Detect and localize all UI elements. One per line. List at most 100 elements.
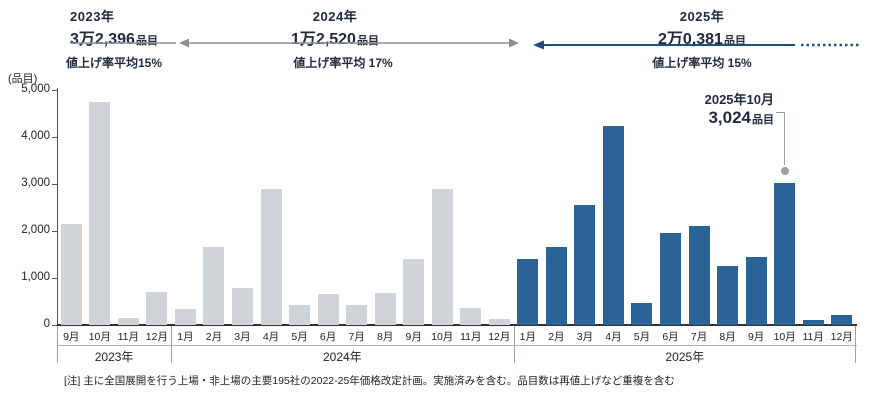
- x-axis-line: [57, 324, 857, 326]
- x-axis-month-label: 6月: [662, 331, 679, 343]
- x-axis-month-label: 9月: [747, 331, 765, 343]
- rate-label-2024: 値上げ率平均 17%: [293, 56, 393, 70]
- callout-count: 3,024品目: [640, 108, 774, 128]
- y-axis-tick-mark: [52, 277, 57, 279]
- x-axis-group-divider: [513, 326, 515, 363]
- x-axis-month-label: 5月: [633, 331, 651, 343]
- x-axis-month-label: 7月: [348, 331, 365, 343]
- x-axis-month-label: 2月: [205, 331, 223, 343]
- x-axis-month-label: 12月: [488, 331, 511, 343]
- bar-2025年-12月: [831, 315, 853, 325]
- period-year-label: 2024年: [312, 9, 358, 24]
- y-axis-tick-mark: [52, 136, 57, 138]
- x-axis-month-label: 3月: [576, 331, 594, 343]
- bar-2023年-9月: [60, 223, 82, 325]
- arrow-2025-left-head: [533, 40, 544, 50]
- x-axis-month-label: 11月: [117, 331, 140, 343]
- bar-2025年-5月: [631, 303, 653, 325]
- period-year-label: 2023年: [70, 9, 115, 24]
- x-axis-group-divider: [171, 326, 173, 363]
- arrow-2024-right-head: [509, 38, 519, 48]
- bar-2024年-4月: [260, 188, 282, 325]
- bar-2024年-3月: [231, 288, 253, 325]
- x-axis-group-divider: [855, 326, 856, 363]
- x-axis-month-label: 8月: [719, 331, 736, 343]
- bar-2025年-8月: [717, 266, 739, 325]
- x-axis-month-label: 4月: [262, 331, 280, 343]
- bar-2025年-6月: [660, 233, 682, 325]
- x-axis-month-label: 12月: [830, 331, 853, 343]
- x-axis-month-label: 11月: [802, 331, 824, 343]
- y-axis-tick-label: 3,000: [21, 177, 50, 189]
- x-axis-month-label: 9月: [405, 331, 422, 343]
- x-axis-month-label: 3月: [234, 331, 251, 343]
- bar-2025年-7月: [688, 226, 710, 325]
- bar-2025年-9月: [745, 256, 767, 325]
- callout-connector-vline: [784, 112, 786, 165]
- y-axis-line: [57, 88, 58, 325]
- x-axis-month-label: 9月: [63, 331, 80, 343]
- y-axis-unit-label: (品目): [8, 73, 38, 85]
- x-axis-month-label: 8月: [376, 331, 394, 343]
- callout-connector-hline: [776, 112, 785, 113]
- x-axis-separator-line: [57, 345, 857, 346]
- bar-2023年-12月: [146, 292, 168, 325]
- x-axis-month-label: 2月: [548, 331, 565, 343]
- y-axis-tick-label: 2,000: [21, 224, 50, 236]
- bar-2024年-6月: [317, 294, 339, 325]
- bar-2025年-3月: [574, 205, 596, 325]
- period-year-label: 2025年: [679, 9, 725, 24]
- y-axis-tick-mark: [52, 230, 57, 232]
- x-axis-month-label: 12月: [145, 331, 168, 343]
- x-axis-year-label: 2025年: [665, 350, 705, 364]
- bar-2025年-11月: [802, 320, 824, 325]
- bar-2024年-8月: [374, 293, 396, 325]
- bar-2025年-10月: [774, 182, 796, 325]
- y-axis-tick-label: 4,000: [21, 130, 50, 142]
- bar-2024年-2月: [203, 247, 225, 325]
- x-axis-month-label: 10月: [431, 331, 454, 343]
- latest-month-callout: 2025年10月 3,024品目: [640, 89, 774, 128]
- y-axis-tick-mark: [52, 324, 57, 326]
- rate-label-2025: 値上げ率平均 15%: [652, 56, 752, 70]
- y-axis-tick-mark: [52, 183, 57, 185]
- callout-date-label: 2025年10月: [704, 92, 774, 107]
- x-axis-month-label: 1月: [177, 331, 194, 343]
- rate-label-2023: 値上げ率平均15%: [66, 56, 163, 70]
- callout-count-value: 3,024: [708, 108, 751, 127]
- x-axis-month-label: 1月: [519, 331, 536, 343]
- bar-2023年-10月: [89, 101, 111, 325]
- y-axis-tick-label: 5,000: [21, 83, 50, 95]
- period-count-unit: 品目: [135, 35, 158, 47]
- y-axis-tick-label: 0: [43, 318, 50, 330]
- callout-count-unit: 品目: [752, 114, 774, 126]
- bar-2024年-12月: [488, 318, 510, 325]
- callout-marker-dot: [780, 166, 789, 175]
- period-header-2025: 2025年 2万0,381品目: [612, 6, 792, 49]
- bar-2024年-5月: [289, 304, 311, 325]
- x-axis-month-label: 10月: [773, 331, 796, 343]
- bar-2025年-2月: [545, 247, 567, 325]
- period-count-unit: 品目: [356, 35, 379, 47]
- x-axis-month-label: 5月: [291, 331, 308, 343]
- footnote: [注] 主に全国展開を行う上場・非上場の主要195社の2022-25年価格改定計…: [64, 375, 675, 387]
- x-axis-year-label: 2023年: [94, 350, 134, 364]
- bar-2025年-1月: [517, 259, 539, 325]
- bar-2024年-7月: [346, 305, 368, 325]
- x-axis-month-label: 10月: [88, 331, 111, 343]
- y-axis-tick-mark: [52, 89, 57, 91]
- x-axis-month-label: 7月: [690, 331, 708, 343]
- bar-2023年-11月: [117, 317, 139, 325]
- bar-2024年-10月: [431, 188, 453, 325]
- bar-2024年-9月: [403, 259, 425, 325]
- bar-2025年-4月: [602, 126, 624, 325]
- y-axis-tick-label: 1,000: [21, 271, 50, 283]
- bar-2024年-11月: [460, 307, 482, 325]
- x-axis-month-label: 6月: [319, 331, 337, 343]
- period-count-value: 2万0,381: [658, 31, 723, 48]
- period-span-arrows: [70, 38, 860, 50]
- x-axis-group-divider: [57, 326, 58, 363]
- bar-2024年-1月: [174, 308, 196, 325]
- x-axis-month-label: 11月: [460, 331, 482, 343]
